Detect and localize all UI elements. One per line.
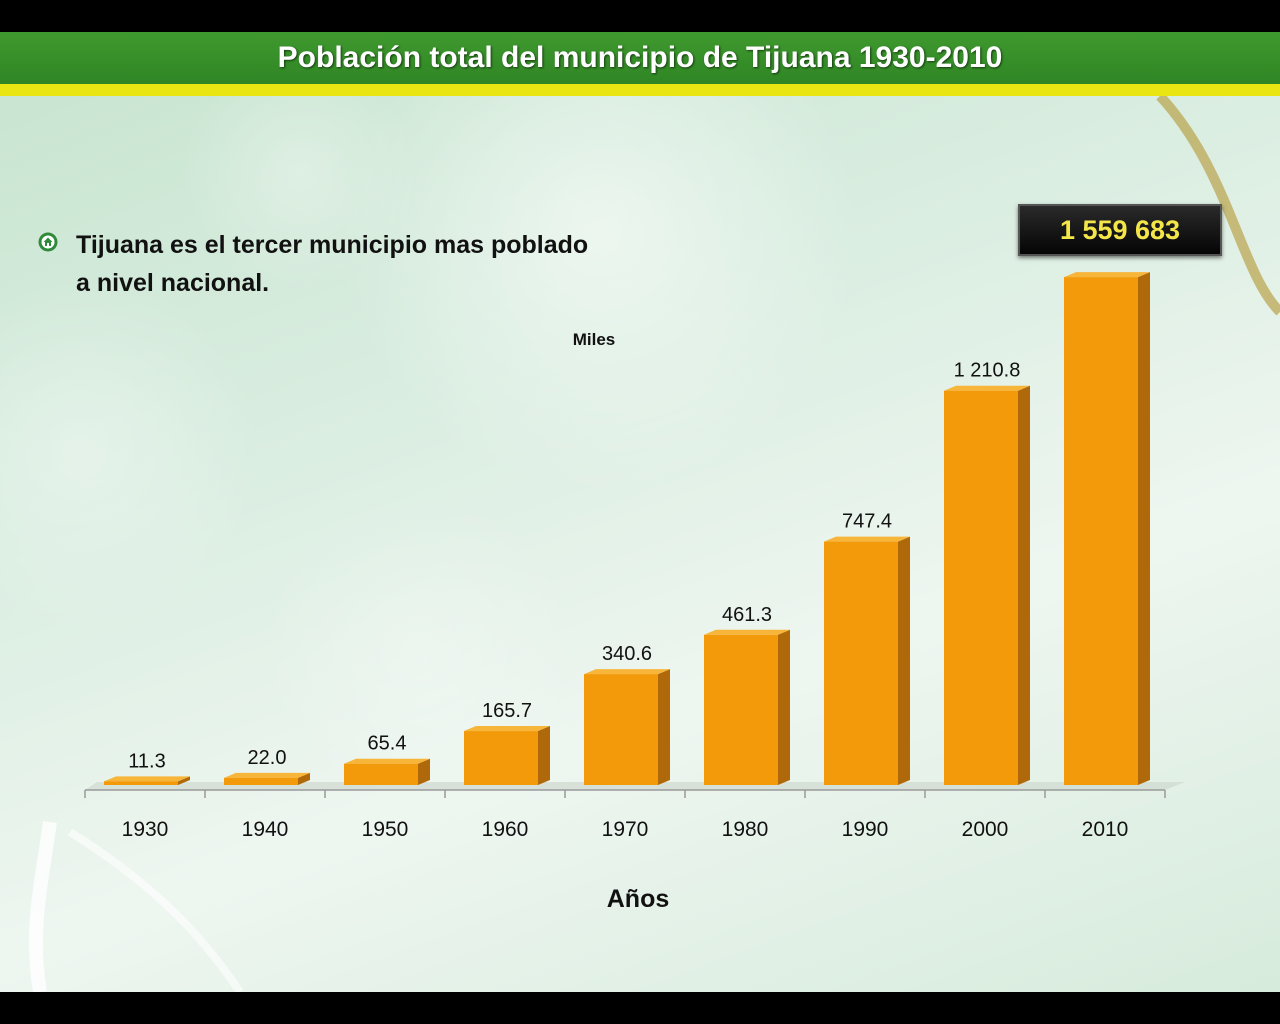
bullet-item: Tijuana es el tercer municipio mas pobla… bbox=[38, 226, 678, 302]
bar-1990 bbox=[824, 541, 898, 785]
bar-side-1970 bbox=[658, 669, 670, 785]
decorative-swoosh bbox=[28, 92, 1280, 992]
bar-top-2010 bbox=[1064, 272, 1150, 278]
bar-top-1930 bbox=[104, 776, 190, 782]
bar-1930 bbox=[104, 781, 178, 785]
x-tick-label-1960: 1960 bbox=[482, 818, 529, 841]
x-tick-label-1950: 1950 bbox=[362, 818, 409, 841]
bar-1970 bbox=[584, 674, 658, 785]
data-label-1980: 461.3 bbox=[722, 604, 772, 626]
bar-1980 bbox=[704, 634, 778, 785]
data-label-1990: 747.4 bbox=[842, 511, 892, 533]
bar-top-2000 bbox=[944, 385, 1030, 391]
bullet-text-line-2: a nivel nacional. bbox=[76, 269, 270, 297]
bar-side-1930 bbox=[178, 776, 190, 785]
bar-side-2000 bbox=[1018, 385, 1030, 785]
total-population-box: 1 559 683 bbox=[1018, 204, 1222, 256]
bottom-letterbox bbox=[0, 992, 1280, 1024]
bar-top-1980 bbox=[704, 629, 790, 635]
house-bullet-icon bbox=[38, 232, 58, 252]
bar-top-1950 bbox=[344, 758, 430, 764]
x-tick-label-1990: 1990 bbox=[842, 818, 889, 841]
slide-title: Población total del municipio de Tijuana… bbox=[277, 41, 1003, 74]
bar-2000 bbox=[944, 390, 1018, 785]
bar-side-1990 bbox=[898, 536, 910, 785]
bar-side-1950 bbox=[418, 758, 430, 785]
data-label-2000: 1 210.8 bbox=[954, 360, 1021, 382]
title-bar: Población total del municipio de Tijuana… bbox=[0, 32, 1280, 84]
x-tick-label-1940: 1940 bbox=[242, 818, 289, 841]
data-label-1960: 165.7 bbox=[482, 700, 532, 722]
bar-2010 bbox=[1064, 277, 1138, 785]
data-label-1950: 65.4 bbox=[368, 733, 407, 755]
x-tick-label-2010: 2010 bbox=[1082, 818, 1129, 841]
bullet-text: Tijuana es el tercer municipio mas pobla… bbox=[76, 226, 588, 302]
data-label-1940: 22.0 bbox=[248, 747, 287, 769]
bar-1960 bbox=[464, 731, 538, 785]
bullet-text-line-1: Tijuana es el tercer municipio mas pobla… bbox=[76, 231, 589, 259]
bar-top-1960 bbox=[464, 726, 550, 732]
bar-top-1990 bbox=[824, 536, 910, 542]
x-tick-label-1970: 1970 bbox=[602, 818, 649, 841]
total-population-value: 1 559 683 bbox=[1059, 214, 1181, 245]
bar-side-1940 bbox=[298, 772, 310, 785]
data-label-1970: 340.6 bbox=[602, 643, 652, 665]
x-tick-label-1930: 1930 bbox=[122, 818, 169, 841]
bar-side-1980 bbox=[778, 629, 790, 785]
x-tick-label-2000: 2000 bbox=[962, 818, 1009, 841]
x-tick-label-1980: 1980 bbox=[722, 818, 769, 841]
bar-side-2010 bbox=[1138, 272, 1150, 785]
bar-top-1940 bbox=[224, 772, 310, 778]
data-label-1930: 11.3 bbox=[128, 750, 165, 772]
bar-1950 bbox=[344, 763, 418, 785]
x-axis-title: Años bbox=[607, 885, 670, 913]
y-axis-unit-label: Miles bbox=[573, 330, 616, 349]
bar-side-1960 bbox=[538, 726, 550, 785]
bar-1940 bbox=[224, 777, 298, 785]
bar-top-1970 bbox=[584, 669, 670, 675]
title-underline-stripe bbox=[0, 84, 1280, 96]
